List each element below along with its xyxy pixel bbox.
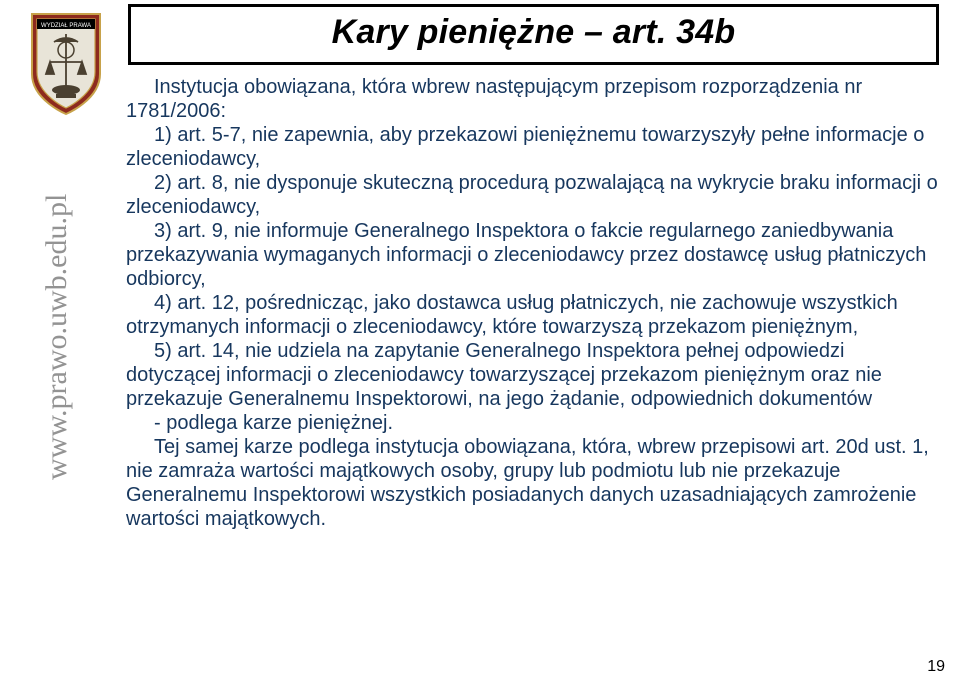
para-7: Tej samej karze podlega instytucja obowi… (126, 435, 941, 531)
side-url: www.prawo.uwb.edu.pl (40, 194, 74, 480)
presentation-slide: WYDZIAŁ PRAWA www.prawo.uwb.edu.pl Kary … (0, 0, 959, 686)
body-text: Instytucja obowiązana, która wbrew nastę… (120, 75, 947, 531)
title-box: Kary pieniężne – art. 34b (128, 4, 939, 65)
para-6: - podlega karze pieniężnej. (126, 411, 941, 435)
para-1: 1) art. 5-7, nie zapewnia, aby przekazow… (126, 123, 941, 171)
para-5: 5) art. 14, nie udziela na zapytanie Gen… (126, 339, 941, 411)
para-3: 3) art. 9, nie informuje Generalnego Ins… (126, 219, 941, 291)
page-number: 19 (927, 658, 945, 676)
para-2: 2) art. 8, nie dysponuje skuteczną proce… (126, 171, 941, 219)
shield-icon: WYDZIAŁ PRAWA (30, 12, 102, 116)
para-4: 4) art. 12, pośrednicząc, jako dostawca … (126, 291, 941, 339)
para-0: Instytucja obowiązana, która wbrew nastę… (126, 75, 941, 123)
emblem-label: WYDZIAŁ PRAWA (41, 23, 91, 29)
slide-title: Kary pieniężne – art. 34b (332, 13, 736, 51)
faculty-emblem: WYDZIAŁ PRAWA (30, 12, 102, 116)
content-area: Kary pieniężne – art. 34b Instytucja obo… (120, 4, 947, 531)
sidebar: WYDZIAŁ PRAWA www.prawo.uwb.edu.pl (0, 0, 130, 686)
